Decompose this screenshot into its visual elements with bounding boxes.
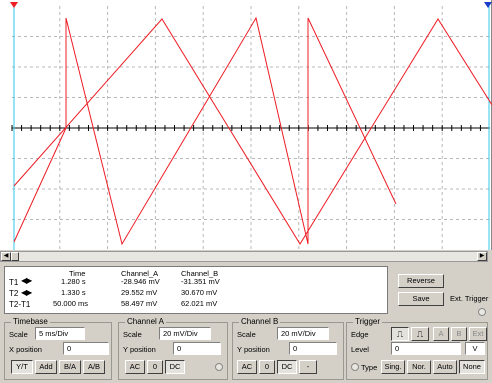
- t2-t1-channel-a: 58.497 mV: [121, 299, 158, 308]
- t1-label: T1: [9, 278, 19, 287]
- t1-channel-a: -28.946 mV: [121, 277, 160, 286]
- channel-a-dc-button[interactable]: DC: [165, 360, 185, 374]
- oscilloscope-display[interactable]: [0, 0, 492, 250]
- trigger-level-label: Level: [351, 345, 369, 354]
- cursor-t1-marker-icon: [10, 2, 18, 8]
- trigger-none-button[interactable]: None: [459, 360, 485, 374]
- channel-b-zero-button[interactable]: 0: [259, 360, 275, 374]
- x-position-field[interactable]: 0: [63, 342, 109, 355]
- mode-ba-button[interactable]: B/A: [59, 360, 81, 374]
- channel-a-scale-label: Scale: [123, 330, 142, 339]
- channel-b-ypos-label: Y position: [237, 345, 270, 354]
- channel-a-title: Channel A: [125, 317, 166, 326]
- trigger-edge-label: Edge: [351, 330, 369, 339]
- t2-time: 1.330 s: [61, 288, 86, 297]
- t2-t1-channel-b: 62.021 mV: [181, 299, 218, 308]
- scroll-right-arrow-icon[interactable]: ▶: [477, 252, 487, 261]
- x-position-label: X position: [9, 345, 42, 354]
- channel-a-ypos-label: Y position: [123, 345, 156, 354]
- falling-edge-icon[interactable]: ⎍: [411, 327, 429, 341]
- t2-channel-a: 29.552 mV: [121, 288, 158, 297]
- mode-yt-button[interactable]: Y/T: [11, 360, 33, 374]
- t1-channel-b: -31.351 mV: [181, 277, 220, 286]
- timebase-title: Timebase: [11, 317, 50, 326]
- channel-a-radio[interactable]: [215, 363, 223, 371]
- ext-trigger-label: Ext. Trigger: [450, 294, 489, 303]
- t2-cursor-arrows-icon[interactable]: ◀▶: [21, 288, 32, 297]
- channel-b-scale-field[interactable]: 20 mV/Div: [277, 327, 329, 340]
- header-time: Time: [69, 269, 86, 278]
- trigger-group: Trigger Edge ⎍ ⎍ A B Ext Level 0 V Type …: [346, 317, 488, 380]
- timebase-scale-label: Scale: [9, 330, 28, 339]
- channel-b-title: Channel B: [239, 317, 281, 326]
- trigger-single-button[interactable]: Sing.: [381, 360, 405, 374]
- t2-t1-time: 50.000 ms: [53, 299, 89, 308]
- timebase-group: Timebase Scale 5 ms/Div X position 0 Y/T…: [4, 317, 112, 380]
- trigger-source-ext-button[interactable]: Ext: [469, 327, 487, 341]
- timebase-scale-field[interactable]: 5 ms/Div: [35, 327, 85, 340]
- t2-t1-label: T2-T1: [9, 300, 31, 309]
- cursor-readout-panel: Time Channel_A Channel_B T1 ◀▶ 1.280 s -…: [4, 266, 388, 314]
- channel-a-zero-button[interactable]: 0: [147, 360, 163, 374]
- header-channel-a: Channel_A: [121, 269, 159, 278]
- mode-ab-button[interactable]: A/B: [83, 360, 105, 374]
- channel-b-group: Channel B Scale 20 mV/Div Y position 0 A…: [232, 317, 344, 380]
- t1-time: 1.280 s: [61, 277, 86, 286]
- trigger-type-radio[interactable]: [351, 363, 359, 371]
- save-button[interactable]: Save: [398, 292, 444, 306]
- t2-channel-b: 30.670 mV: [181, 288, 218, 297]
- channel-a-ypos-field[interactable]: 0: [173, 342, 221, 355]
- trigger-source-b-button[interactable]: B: [451, 327, 467, 341]
- channel-b-ypos-field[interactable]: 0: [289, 342, 337, 355]
- scroll-thumb[interactable]: [11, 252, 19, 261]
- channel-a-scale-field[interactable]: 20 mV/Div: [159, 327, 211, 340]
- channel-b-ac-button[interactable]: AC: [237, 360, 257, 374]
- trigger-level-field[interactable]: 0: [391, 342, 461, 355]
- trigger-normal-button[interactable]: Nor.: [407, 360, 431, 374]
- t2-label: T2: [9, 289, 19, 298]
- rising-edge-icon[interactable]: ⎍: [391, 327, 409, 341]
- trigger-type-label: Type: [361, 363, 378, 372]
- ext-trigger-radio[interactable]: [478, 308, 486, 316]
- horizontal-scrollbar[interactable]: ◀ ▶: [0, 251, 488, 262]
- reverse-button[interactable]: Reverse: [398, 274, 444, 288]
- header-channel-b: Channel_B: [181, 269, 219, 278]
- trigger-title: Trigger: [353, 317, 383, 326]
- channel-a-ac-button[interactable]: AC: [125, 360, 145, 374]
- channel-a-group: Channel A Scale 20 mV/Div Y position 0 A…: [118, 317, 228, 380]
- trigger-auto-button[interactable]: Auto: [433, 360, 457, 374]
- trace-sawtooth-wave: [13, 16, 397, 246]
- t1-cursor-arrows-icon[interactable]: ◀▶: [21, 276, 32, 285]
- scroll-left-arrow-icon[interactable]: ◀: [1, 252, 11, 261]
- trace-triangle-wave: [13, 18, 492, 245]
- trigger-level-unit[interactable]: V: [465, 342, 485, 355]
- scope-graticule: [10, 2, 492, 250]
- mode-add-button[interactable]: Add: [35, 360, 57, 374]
- cursor-t2-marker-icon: [484, 2, 492, 8]
- channel-b-dc-button[interactable]: DC: [277, 360, 297, 374]
- channel-b-scale-label: Scale: [237, 330, 256, 339]
- channel-b-invert-button[interactable]: -: [299, 360, 317, 374]
- trigger-source-a-button[interactable]: A: [433, 327, 449, 341]
